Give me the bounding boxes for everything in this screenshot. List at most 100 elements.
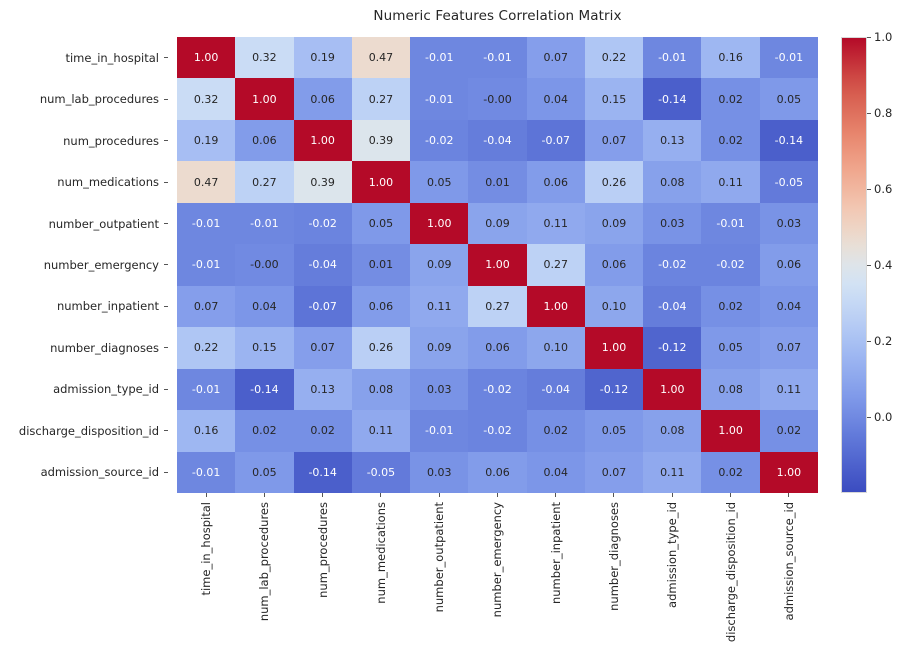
heatmap-cell-value: -0.14 [774,134,804,148]
y-axis-tick-mark [164,305,168,307]
heatmap-cell: 0.02 [759,410,818,452]
y-axis-tick-label: num_procedures [63,133,159,148]
heatmap-cell-value: 0.06 [252,134,277,148]
heatmap-cell: -0.14 [759,119,818,162]
x-axis-tick: num_procedures [294,493,352,643]
y-axis-tick-label: num_lab_procedures [39,92,159,107]
heatmap-cell: 1.00 [701,410,760,452]
heatmap-cell: 0.09 [584,202,644,245]
y-axis-tick-mark [164,181,168,183]
heatmap-cell-value: -0.04 [541,382,570,396]
colorbar-gradient [841,37,867,493]
x-axis-tick-label: num_lab_procedures [257,502,272,622]
x-axis-tick: time_in_hospital [177,493,235,643]
heatmap-cell-value: 0.09 [426,258,452,272]
y-axis-tick-label: number_emergency [43,257,159,272]
heatmap-cell-value: 0.08 [660,424,685,438]
heatmap-cell: 1.00 [177,37,236,79]
heatmap-cell-value: 0.06 [543,175,569,189]
heatmap-cell: 1.00 [759,451,818,493]
heatmap-cell-value: 0.03 [776,217,802,231]
heatmap-cell: -0.04 [468,119,527,162]
heatmap-cell: 0.16 [177,410,236,452]
heatmap-cell: -0.05 [351,451,411,493]
heatmap-cell: -0.01 [643,37,702,79]
heatmap-cell-value: 0.04 [776,299,802,313]
y-axis-tick-mark [164,140,168,142]
x-axis-tick-label: number_diagnoses [606,502,621,611]
heatmap-cell: 0.27 [351,78,411,120]
heatmap-cell-value: 0.06 [310,92,335,106]
y-axis-tick: discharge_disposition_id [0,410,168,451]
colorbar-tick-mark [867,188,871,190]
y-axis-tick-labels: time_in_hospital num_lab_procedures num_pr… [0,37,168,493]
heatmap-cell: 0.10 [526,327,585,369]
colorbar-tick-label: 0.0 [874,410,893,424]
x-axis-tick: discharge_disposition_id [701,493,759,643]
heatmap-cell: 0.02 [701,451,760,493]
heatmap-cell: -0.01 [177,451,236,493]
heatmap-cell: 0.15 [235,327,294,369]
heatmap-cell: 0.01 [351,244,411,286]
heatmap-cell: 0.15 [584,78,644,120]
heatmap-cell-value: 0.06 [485,465,510,479]
heatmap-cell: -0.01 [177,202,236,245]
heatmap-cell: 0.04 [759,285,818,328]
heatmap-cell-value: 0.02 [718,134,743,148]
heatmap-cell: 0.02 [701,119,760,162]
heatmap-cell: 0.47 [177,161,236,203]
heatmap-cell-value: 0.02 [776,424,802,438]
x-axis-tick: number_inpatient [527,493,585,643]
y-axis-tick: num_lab_procedures [0,78,168,119]
heatmap-cell: 0.03 [759,202,818,245]
heatmap-cell-value: 0.07 [601,465,627,479]
heatmap-cell: 0.02 [526,410,585,452]
y-axis-tick-label: time_in_hospital [65,50,159,65]
heatmap-cell-value: 1.00 [660,382,685,396]
heatmap-cell: 0.06 [526,161,585,203]
x-axis-tick-mark [671,493,673,497]
heatmap-cell-value: -0.02 [483,382,512,396]
heatmap-cell-value: 0.06 [601,258,627,272]
heatmap-cell-value: 0.13 [660,134,685,148]
x-axis-tick-mark [438,493,440,497]
heatmap-cell: -0.01 [410,78,469,120]
heatmap-cell: -0.12 [643,327,702,369]
heatmap-cell: 0.04 [526,78,585,120]
heatmap-cell-value: 0.04 [543,92,569,106]
x-axis-tick: admission_type_id [643,493,701,643]
heatmap-cell: -0.00 [468,78,527,120]
heatmap-cell-value: 0.19 [193,134,219,148]
heatmap-cell-value: 0.02 [718,299,743,313]
y-axis-tick-label: number_diagnoses [50,340,159,355]
heatmap-cell: -0.02 [410,119,469,162]
heatmap-cell-value: 0.26 [601,175,627,189]
x-axis-tick-label: number_inpatient [548,502,563,605]
x-axis-tick: num_lab_procedures [235,493,293,643]
y-axis-tick-mark [164,430,168,432]
heatmap-cell-value: 0.32 [193,92,219,106]
heatmap-cell: 0.05 [759,78,818,120]
heatmap-cell: -0.01 [410,410,469,452]
heatmap-cell: 0.05 [235,451,294,493]
heatmap-cell-value: -0.05 [774,175,804,189]
y-axis-tick-mark [164,388,168,390]
heatmap-cell: -0.02 [701,244,760,286]
colorbar-tick-label: 0.8 [874,106,893,120]
heatmap-cell: 1.00 [468,244,527,286]
heatmap-cell-value: 1.00 [426,217,452,231]
heatmap-cell: 1.00 [293,119,352,162]
heatmap-cell: 0.08 [701,368,760,411]
heatmap-cell: 0.22 [584,37,644,79]
heatmap-cell: 0.05 [410,161,469,203]
heatmap-cell: 0.07 [759,327,818,369]
heatmap-cell-value: 0.02 [310,424,335,438]
heatmap-cell-value: 0.27 [485,299,510,313]
heatmap-cell: 0.26 [351,327,411,369]
heatmap-cell: 0.09 [410,244,469,286]
colorbar-tick-label: 0.2 [874,334,893,348]
heatmap-cell: 0.10 [584,285,644,328]
heatmap-cell: 0.07 [177,285,236,328]
heatmap-plot-area: 1.00 0.32 0.19 0.47 -0.01 -0.01 0.07 0.22 -0.01 0… [177,37,818,493]
y-axis-tick-mark [164,471,168,473]
